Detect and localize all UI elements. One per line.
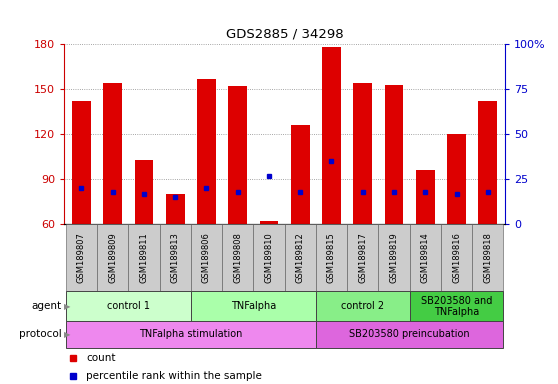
- Text: GSM189806: GSM189806: [202, 232, 211, 283]
- Text: TNFalpha: TNFalpha: [230, 301, 276, 311]
- Bar: [378, 224, 410, 291]
- Text: GSM189811: GSM189811: [140, 232, 148, 283]
- Bar: [222, 224, 253, 291]
- Text: GSM189808: GSM189808: [233, 232, 242, 283]
- Text: ▶: ▶: [64, 330, 70, 339]
- Bar: [410, 291, 503, 321]
- Bar: [72, 101, 91, 224]
- Text: agent: agent: [31, 301, 61, 311]
- Bar: [191, 224, 222, 291]
- Text: control 1: control 1: [107, 301, 150, 311]
- Text: TNFalpha stimulation: TNFalpha stimulation: [139, 329, 243, 339]
- Text: GSM189817: GSM189817: [358, 232, 367, 283]
- Text: ▶: ▶: [64, 302, 70, 311]
- Bar: [291, 125, 310, 224]
- Bar: [97, 224, 128, 291]
- Text: GSM189819: GSM189819: [389, 232, 398, 283]
- Bar: [384, 85, 403, 224]
- Bar: [66, 321, 316, 348]
- Text: GSM189818: GSM189818: [483, 232, 492, 283]
- Bar: [472, 224, 503, 291]
- Bar: [347, 224, 378, 291]
- Bar: [228, 86, 247, 224]
- Bar: [322, 47, 341, 224]
- Bar: [316, 321, 503, 348]
- Bar: [410, 224, 441, 291]
- Bar: [134, 160, 153, 224]
- Bar: [197, 79, 216, 224]
- Bar: [353, 83, 372, 224]
- Bar: [447, 134, 466, 224]
- Text: GSM189809: GSM189809: [108, 232, 117, 283]
- Text: percentile rank within the sample: percentile rank within the sample: [86, 371, 262, 381]
- Bar: [128, 224, 160, 291]
- Bar: [66, 224, 97, 291]
- Bar: [103, 83, 122, 224]
- Bar: [441, 224, 472, 291]
- Bar: [478, 101, 497, 224]
- Text: GSM189807: GSM189807: [77, 232, 86, 283]
- Bar: [285, 224, 316, 291]
- Text: GSM189810: GSM189810: [264, 232, 273, 283]
- Text: control 2: control 2: [341, 301, 384, 311]
- Bar: [66, 291, 191, 321]
- Text: GSM189816: GSM189816: [452, 232, 461, 283]
- Text: count: count: [86, 353, 116, 363]
- Bar: [166, 194, 185, 224]
- Text: protocol: protocol: [18, 329, 61, 339]
- Text: SB203580 and
TNFalpha: SB203580 and TNFalpha: [421, 296, 492, 317]
- Text: GSM189812: GSM189812: [296, 232, 305, 283]
- Bar: [259, 221, 278, 224]
- Text: GSM189814: GSM189814: [421, 232, 430, 283]
- Text: GDS2885 / 34298: GDS2885 / 34298: [226, 27, 343, 40]
- Bar: [253, 224, 285, 291]
- Text: GSM189813: GSM189813: [171, 232, 180, 283]
- Text: SB203580 preincubation: SB203580 preincubation: [349, 329, 470, 339]
- Bar: [316, 291, 410, 321]
- Bar: [160, 224, 191, 291]
- Text: GSM189815: GSM189815: [327, 232, 336, 283]
- Bar: [191, 291, 316, 321]
- Bar: [316, 224, 347, 291]
- Bar: [416, 170, 435, 224]
